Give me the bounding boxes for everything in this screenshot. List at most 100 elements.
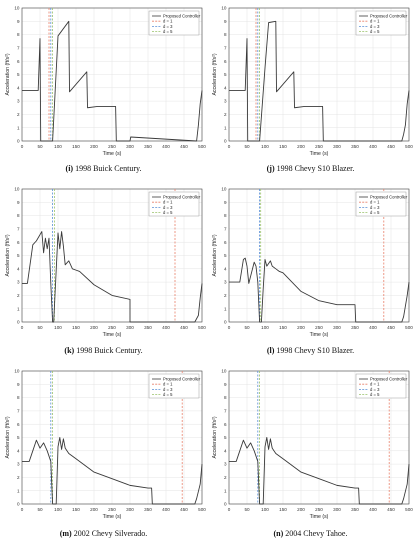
x-tick-label: 450 <box>180 507 188 512</box>
series-line-controller <box>229 437 410 505</box>
x-tick-label: 0 <box>228 507 231 512</box>
y-tick-label: 1 <box>224 306 227 311</box>
chart-panel-m: 0 50 100 150 200 250 300 350 400 450 500 0 1 2 3 4 5 6 7 8 9… <box>0 363 207 521</box>
y-tick-label: 4 <box>17 266 20 271</box>
legend-box <box>148 10 200 36</box>
y-tick-label: 3 <box>17 280 20 285</box>
x-tick-label: 100 <box>261 144 269 149</box>
plot-frame <box>228 7 410 142</box>
legend-label: Proposed Controller <box>163 195 201 200</box>
x-tick-label: 500 <box>405 325 413 330</box>
y-tick-label: 0 <box>224 320 227 325</box>
y-tick-label: 10 <box>14 369 20 374</box>
y-tick-label: 9 <box>224 200 227 205</box>
y-tick-label: 3 <box>17 99 20 104</box>
x-tick-label: 0 <box>21 325 24 330</box>
y-tick-label: 6 <box>17 59 20 64</box>
y-tick-label: 5 <box>224 72 227 77</box>
y-tick-label: 5 <box>17 253 20 258</box>
legend-box <box>355 373 407 399</box>
x-tick-label: 400 <box>369 507 377 512</box>
y-tick-label: 3 <box>224 462 227 467</box>
x-tick-label: 50 <box>244 144 250 149</box>
x-tick-label: 100 <box>54 325 62 330</box>
x-axis-label: Time (s) <box>310 332 329 338</box>
x-tick-label: 250 <box>315 144 323 149</box>
chart-m-svg: 0 50 100 150 200 250 300 350 400 450 500 0 1 2 3 4 5 6 7 8 9… <box>5 369 206 520</box>
x-tick-label: 50 <box>37 325 43 330</box>
y-tick-label: 2 <box>17 293 20 298</box>
legend-box <box>355 191 407 217</box>
x-tick-label: 150 <box>72 144 80 149</box>
legend-box <box>148 373 200 399</box>
x-tick-label: 500 <box>198 144 206 149</box>
plot-frame <box>21 370 203 505</box>
x-tick-label: 450 <box>387 325 395 330</box>
x-tick-label: 300 <box>333 325 341 330</box>
y-tick-label: 3 <box>17 462 20 467</box>
legend-label: d = 1 <box>163 382 173 387</box>
x-tick-label: 150 <box>72 325 80 330</box>
legend-label: d = 3 <box>370 205 380 210</box>
caption-i: (i) 1998 Buick Century. <box>65 164 142 173</box>
y-tick-label: 4 <box>224 85 227 90</box>
y-tick-label: 10 <box>14 187 20 192</box>
legend-label: Proposed Controller <box>370 377 408 382</box>
x-tick-label: 450 <box>387 507 395 512</box>
y-tick-label: 1 <box>17 488 20 493</box>
legend-label: d = 1 <box>163 19 173 24</box>
x-tick-label: 200 <box>90 507 98 512</box>
y-tick-label: 0 <box>17 139 20 144</box>
y-tick-label: 6 <box>17 422 20 427</box>
y-tick-label: 8 <box>224 213 227 218</box>
y-tick-label: 10 <box>221 6 227 11</box>
x-axis-label: Time (s) <box>103 514 122 520</box>
x-tick-label: 200 <box>297 507 305 512</box>
series-line-controller <box>22 437 203 505</box>
y-tick-label: 8 <box>17 213 20 218</box>
y-tick-label: 9 <box>17 382 20 387</box>
legend-box <box>148 191 200 217</box>
y-axis-label: Acceleration (ft/s²) <box>5 416 11 458</box>
x-tick-label: 50 <box>37 507 43 512</box>
y-axis-label: Acceleration (ft/s²) <box>212 416 218 458</box>
x-tick-label: 350 <box>144 507 152 512</box>
x-tick-label: 0 <box>21 144 24 149</box>
y-tick-label: 2 <box>224 475 227 480</box>
x-axis-label: Time (s) <box>103 332 122 338</box>
caption-n: (n) 2004 Chevy Tahoe. <box>273 529 348 538</box>
chart-panel-i: 0 50 100 150 200 250 300 350 400 450 500 0 1 2 3 4 5 6 7 8 9… <box>0 0 207 158</box>
x-tick-label: 0 <box>228 144 231 149</box>
y-axis-label: Acceleration (ft/s²) <box>212 53 218 95</box>
plot-frame <box>228 370 410 505</box>
x-tick-label: 400 <box>162 507 170 512</box>
x-tick-label: 450 <box>180 325 188 330</box>
legend-label: d = 3 <box>370 24 380 29</box>
x-tick-label: 350 <box>351 325 359 330</box>
series-line-controller <box>229 20 410 142</box>
y-tick-label: 6 <box>17 240 20 245</box>
x-tick-label: 100 <box>54 507 62 512</box>
legend-label: d = 3 <box>163 387 173 392</box>
caption-k: (k) 1998 Buick Century. <box>64 346 143 355</box>
chart-i-svg: 0 50 100 150 200 250 300 350 400 450 500 0 1 2 3 4 5 6 7 8 9… <box>5 6 206 157</box>
y-tick-label: 5 <box>224 253 227 258</box>
x-tick-label: 250 <box>108 144 116 149</box>
x-tick-label: 150 <box>72 507 80 512</box>
y-tick-label: 8 <box>224 32 227 37</box>
x-axis-label: Time (s) <box>310 514 329 520</box>
x-tick-label: 450 <box>387 144 395 149</box>
chart-panel-n: 0 50 100 150 200 250 300 350 400 450 500 0 1 2 3 4 5 6 7 8 9… <box>207 363 414 521</box>
y-tick-label: 5 <box>17 72 20 77</box>
x-tick-label: 450 <box>180 144 188 149</box>
y-tick-label: 9 <box>224 382 227 387</box>
x-tick-label: 250 <box>315 507 323 512</box>
legend-label: d = 1 <box>370 200 380 205</box>
y-tick-label: 3 <box>224 280 227 285</box>
x-tick-label: 300 <box>126 507 134 512</box>
y-tick-label: 5 <box>17 435 20 440</box>
chart-n-svg: 0 50 100 150 200 250 300 350 400 450 500 0 1 2 3 4 5 6 7 8 9… <box>212 369 413 520</box>
y-tick-label: 3 <box>224 99 227 104</box>
x-tick-label: 0 <box>21 507 24 512</box>
y-tick-label: 5 <box>224 435 227 440</box>
